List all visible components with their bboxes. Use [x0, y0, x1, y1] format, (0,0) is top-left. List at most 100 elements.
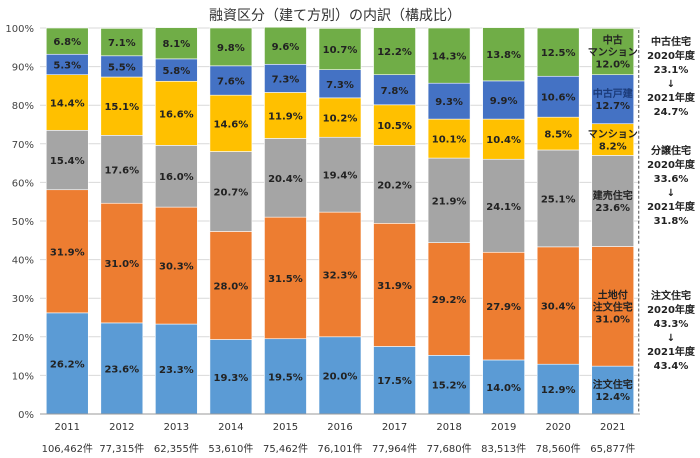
bar-segment	[100, 135, 144, 204]
data-label: 12.2%	[377, 47, 412, 58]
data-label: 10.4%	[486, 135, 521, 146]
chart-title: 融資区分（建て方別）の内訳（構成比）	[209, 8, 461, 24]
data-label: 32.3%	[323, 270, 358, 281]
data-label: 12.5%	[541, 48, 576, 59]
count-label: 75,462件	[263, 443, 308, 455]
data-label: 6.8%	[53, 37, 81, 48]
bar-segment	[264, 338, 307, 415]
bar-segment	[427, 27, 471, 84]
data-label: 21.9%	[432, 196, 467, 207]
data-label: 8.2%	[599, 142, 627, 153]
bar-segment	[209, 65, 253, 96]
data-label: 19.3%	[214, 373, 249, 384]
data-label: 8.5%	[544, 130, 572, 141]
data-label: 23.6%	[595, 203, 630, 214]
segment-name-label: 中古戸建	[593, 87, 634, 100]
side-note-text: 注文住宅	[651, 289, 691, 302]
bar-segment	[482, 27, 525, 82]
x-tick-label: 2020	[545, 422, 570, 433]
count-label: 77,964件	[372, 443, 417, 455]
segment-name-label: マンション	[588, 129, 638, 141]
x-tick-label: 2011	[55, 422, 80, 433]
bar-segment	[318, 97, 362, 138]
bar-segment	[318, 69, 362, 99]
side-note-text: 2020年度	[647, 303, 696, 316]
data-label: 20.2%	[377, 180, 412, 191]
x-tick-label: 2018	[436, 422, 461, 433]
bar-segment	[318, 28, 362, 70]
bar-segment	[45, 27, 89, 55]
y-tick-label: 30%	[12, 294, 34, 305]
y-axis: 0% 10% 20% 30% 40% 50% 60% 70% 80% 90% 100%	[5, 24, 34, 421]
data-label: 23.6%	[104, 364, 139, 375]
bar-segment	[482, 118, 525, 160]
segment-name-label: 注文住宅	[593, 378, 633, 391]
bar-segment	[264, 63, 307, 93]
bar-segment	[318, 211, 362, 338]
segment-name-label: 土地付	[598, 288, 628, 301]
bar-segment	[536, 27, 580, 77]
data-label: 23.3%	[159, 365, 194, 376]
data-label: 9.8%	[217, 43, 245, 54]
bar-segment	[264, 26, 307, 65]
bar-segment	[591, 246, 635, 367]
count-label: 76,101件	[318, 443, 363, 455]
bar-segment	[100, 322, 144, 415]
x-tick-label: 2014	[218, 422, 243, 433]
y-tick-label: 50%	[12, 217, 34, 228]
bar-segment	[155, 206, 198, 325]
data-label: 31.0%	[595, 314, 630, 325]
segment-name-label: 中古	[603, 34, 623, 47]
y-tick-label: 10%	[12, 371, 34, 382]
side-note-text: 23.1%	[654, 65, 689, 76]
side-note-text: 2020年度	[647, 49, 696, 62]
data-label: 12.4%	[595, 392, 630, 403]
side-note-text: 2021年度	[647, 200, 696, 213]
x-tick-label: 2012	[109, 422, 134, 433]
bar-segment	[100, 76, 144, 136]
y-tick-label: 0%	[18, 410, 34, 421]
bar-segment	[45, 189, 89, 314]
data-label: 29.2%	[432, 295, 467, 306]
bar-segment	[591, 123, 635, 156]
data-label: 27.9%	[486, 302, 521, 313]
side-note-text: 中古住宅	[651, 35, 691, 48]
bar-segment	[100, 28, 144, 57]
data-label: 15.2%	[432, 381, 467, 392]
count-label: 77,315件	[99, 443, 144, 455]
data-label: 19.4%	[323, 171, 358, 182]
count-label: 53,610件	[208, 443, 253, 455]
bar-segment	[536, 246, 580, 365]
count-label: 106,462件	[42, 443, 93, 455]
bar-segment	[373, 346, 416, 415]
side-notes: 中古住宅2020年度23.1%↓2021年度24.7%分譲住宅2020年度33.…	[638, 30, 696, 412]
data-label: 7.6%	[217, 76, 245, 87]
data-label: 25.1%	[541, 194, 576, 205]
bar-segment	[155, 323, 198, 415]
data-label: 5.3%	[53, 60, 81, 71]
data-label: 10.1%	[432, 135, 467, 146]
bar-segment	[427, 242, 471, 356]
data-label: 7.3%	[326, 80, 354, 91]
x-tick-label: 2017	[382, 422, 407, 433]
side-note-text: 2020年度	[647, 158, 696, 171]
y-tick-label: 60%	[12, 178, 34, 189]
count-label: 65,877件	[590, 443, 635, 455]
y-tick-label: 20%	[12, 333, 34, 344]
x-tick-label: 2021	[600, 422, 625, 433]
count-label: 77,680件	[427, 443, 472, 455]
data-label: 20.0%	[323, 371, 358, 382]
arrow-down-icon: ↓	[667, 333, 675, 344]
side-note-text: 24.7%	[654, 107, 689, 118]
data-label: 7.1%	[108, 38, 136, 49]
count-label: 78,560件	[536, 443, 581, 455]
bar-segment	[264, 92, 307, 139]
data-label: 12.9%	[541, 385, 576, 396]
bar-segment	[45, 129, 89, 191]
data-label: 17.5%	[377, 376, 412, 387]
data-label: 17.6%	[104, 165, 139, 176]
side-note-text: 33.6%	[654, 174, 689, 185]
bar-segment	[373, 27, 416, 76]
data-label: 13.8%	[486, 50, 521, 61]
